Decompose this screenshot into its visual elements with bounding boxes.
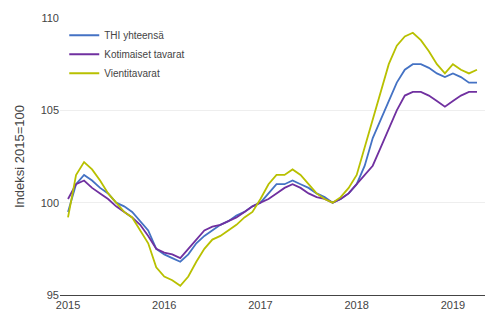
svg-text:105: 105 [41, 104, 59, 116]
svg-text:Kotimaiset tavarat: Kotimaiset tavarat [104, 49, 184, 60]
svg-text:2019: 2019 [441, 299, 465, 311]
svg-text:Indeksi 2015=100: Indeksi 2015=100 [12, 105, 27, 208]
svg-text:95: 95 [47, 289, 59, 301]
svg-text:2017: 2017 [248, 299, 272, 311]
svg-text:2016: 2016 [152, 299, 176, 311]
svg-text:Vientitavarat: Vientitavarat [104, 68, 160, 79]
svg-text:THI yhteensä: THI yhteensä [104, 30, 164, 41]
svg-text:2018: 2018 [344, 299, 368, 311]
svg-text:110: 110 [41, 12, 59, 24]
svg-text:100: 100 [41, 197, 59, 209]
svg-text:2015: 2015 [56, 299, 80, 311]
